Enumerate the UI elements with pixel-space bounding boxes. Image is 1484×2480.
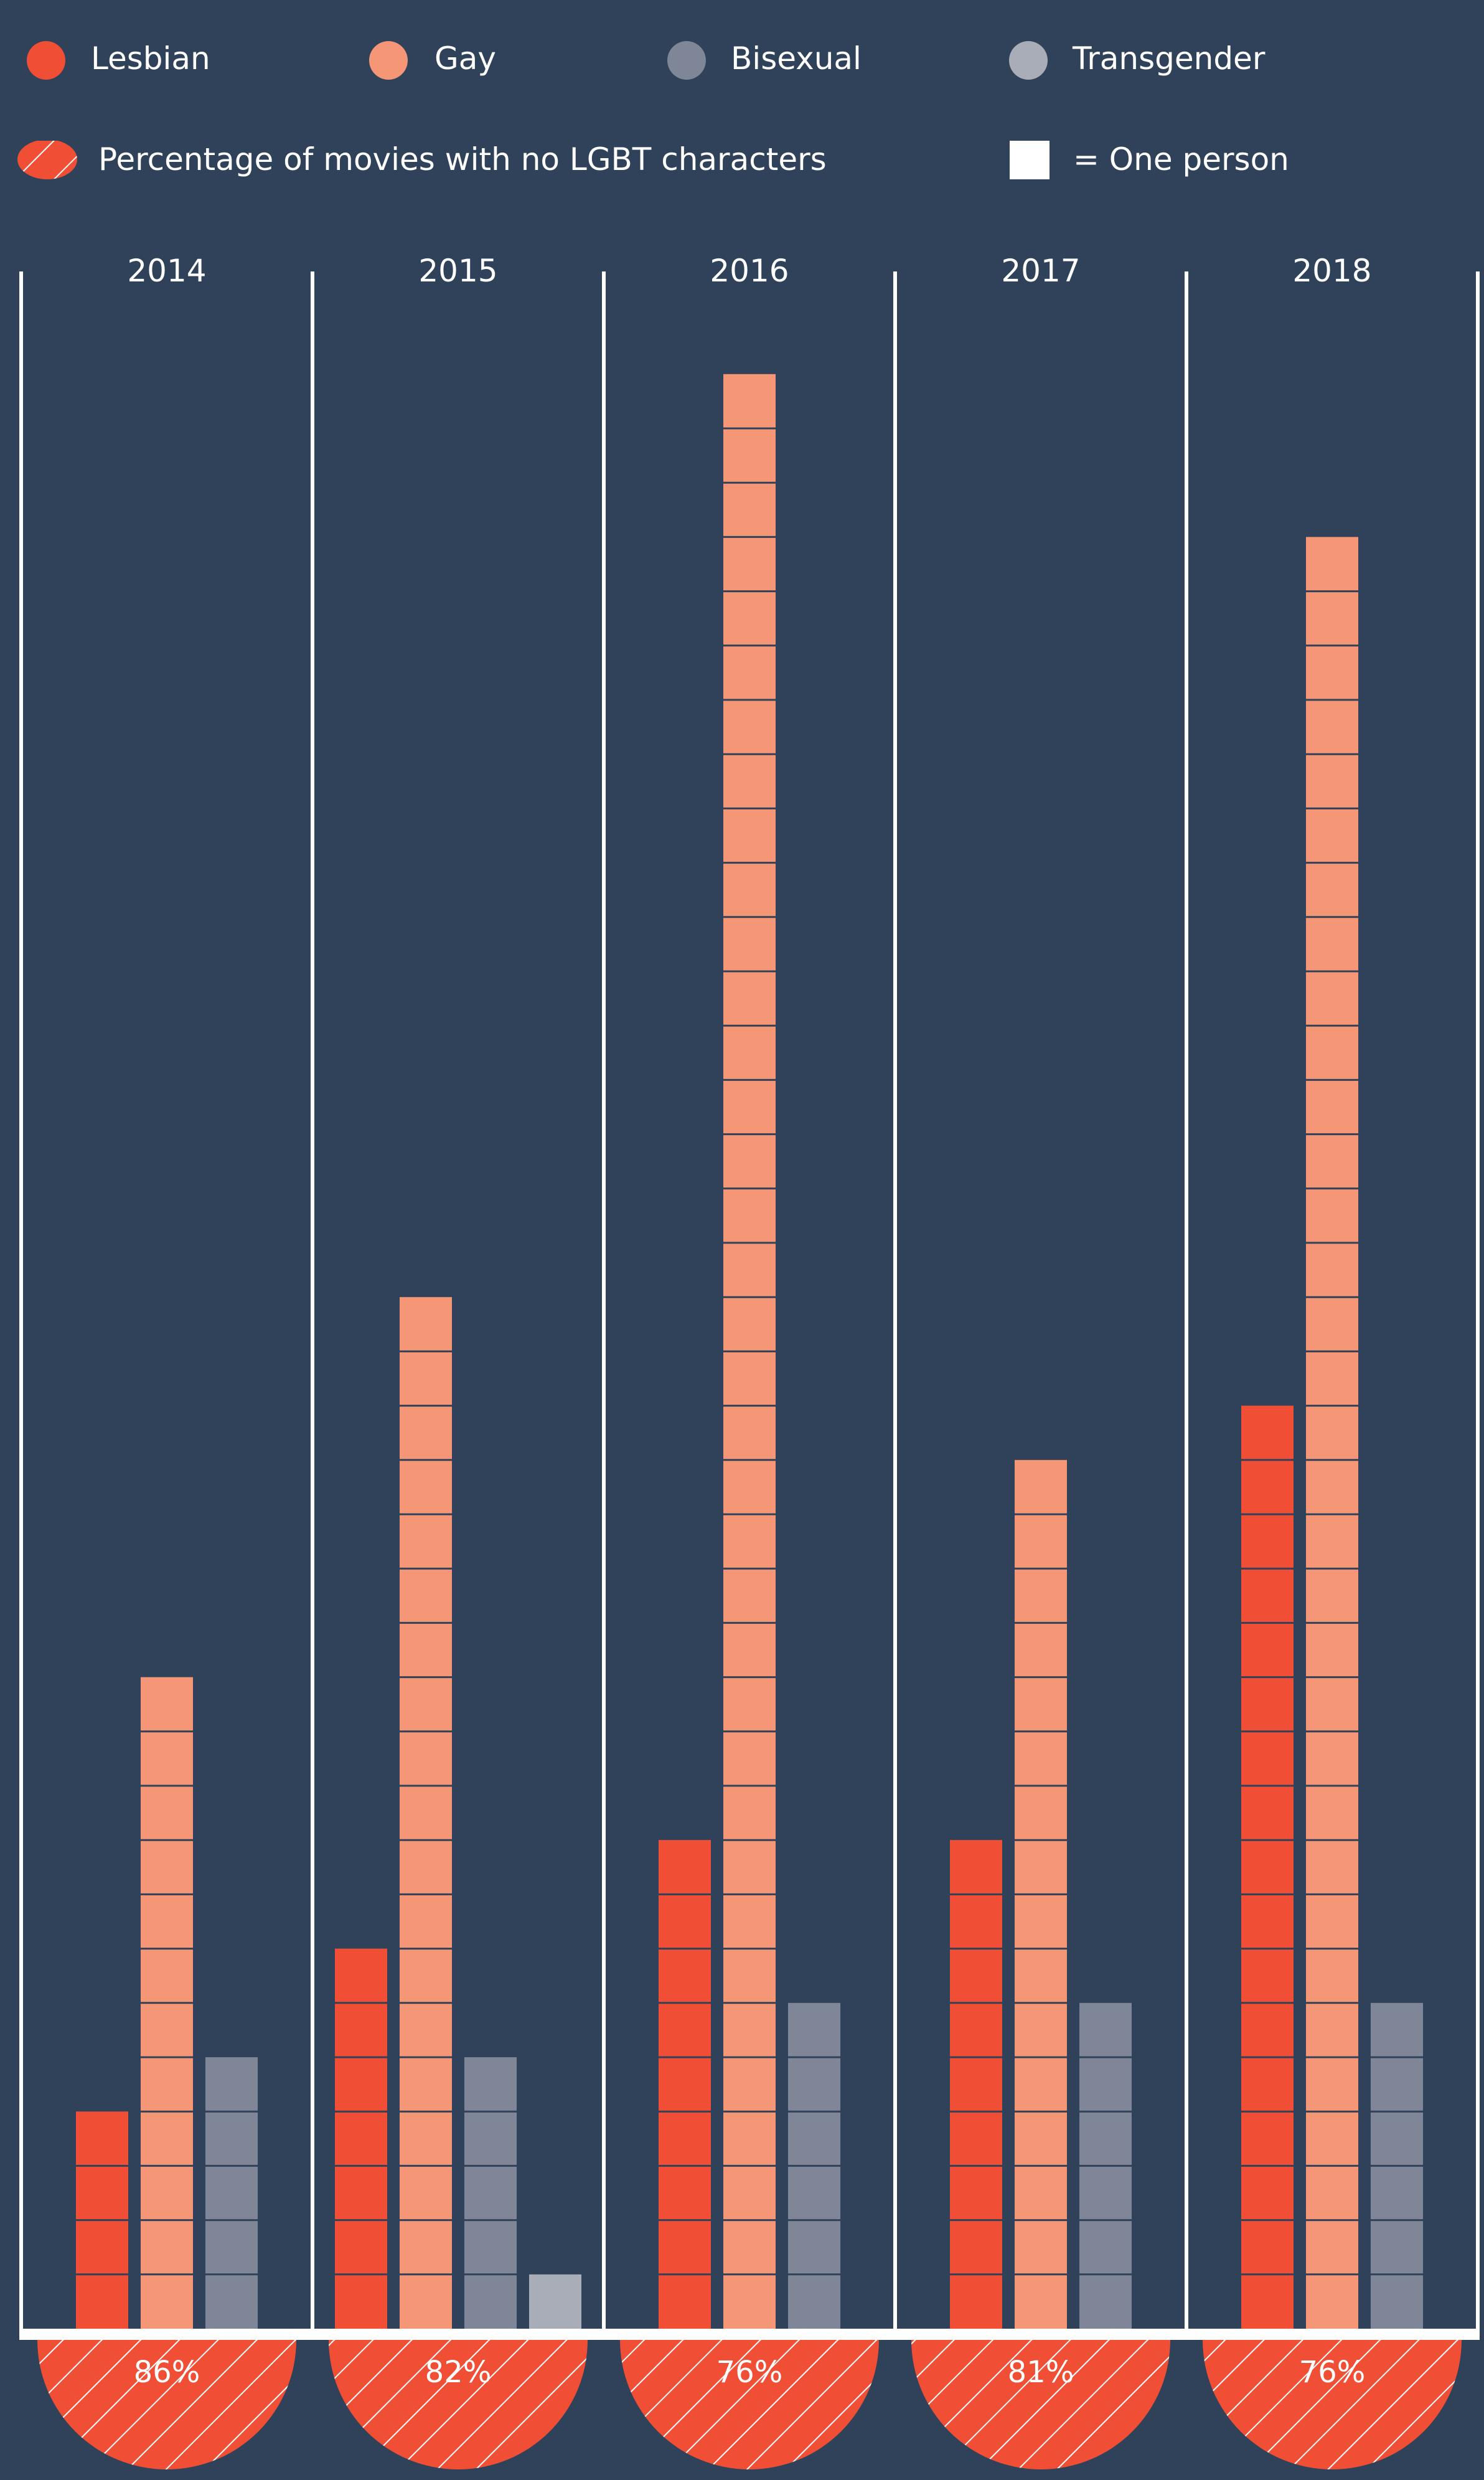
semicircle — [329, 2340, 588, 2469]
no-lgbt-percent: 76% — [716, 2355, 783, 2390]
unit-square-swatch — [1010, 141, 1050, 179]
year-panels: 2014 2015 2016 2017 2018 — [19, 253, 1480, 2329]
no-lgbt-percent: 81% — [1008, 2355, 1074, 2390]
no-lgbt-semicircle-2014: 86% — [37, 2340, 296, 2469]
legend-item-lesbian: Lesbian — [27, 40, 210, 80]
year-label: 2015 — [418, 253, 497, 289]
lesbian-swatch — [27, 41, 65, 80]
semicircle — [1203, 2340, 1462, 2469]
bar — [335, 1948, 387, 2329]
baseline-layer — [19, 2329, 1480, 2340]
no-lgbt-semicircle-2018: 76% — [1203, 2340, 1462, 2469]
no-lgbt-percent: 76% — [1299, 2355, 1366, 2390]
bar-transgender-2015 — [529, 2274, 581, 2329]
semicircle — [37, 2340, 296, 2469]
no-lgbt-semicircles: 86% 82% 76% 81% 76% — [37, 2340, 1462, 2469]
bar — [1241, 1405, 1294, 2329]
bar — [950, 1840, 1002, 2329]
no-lgbt-semicircle-2017: 81% — [911, 2340, 1170, 2469]
bar-bisexual-2016 — [788, 2002, 840, 2329]
bar-bisexual-2015 — [464, 2057, 517, 2329]
legend-label-no-lgbt: Percentage of movies with no LGBT charac… — [98, 141, 827, 177]
bar-gay-2017 — [1015, 1459, 1067, 2329]
legend-item-bisexual: Bisexual — [667, 40, 862, 80]
bar — [529, 2274, 581, 2329]
legend-label-lesbian: Lesbian — [91, 40, 210, 77]
bar — [464, 2057, 517, 2329]
semicircle — [911, 2340, 1170, 2469]
no-lgbt-percent: 82% — [425, 2355, 492, 2390]
legend-label-one-person: = One person — [1073, 141, 1289, 177]
bar — [1306, 537, 1358, 2329]
bar-lesbian-2016 — [659, 1840, 711, 2329]
bar-bisexual-2014 — [205, 2057, 258, 2329]
legend-item-gay: Gay — [369, 40, 496, 80]
legend-item-transgender: Transgender — [1009, 40, 1266, 80]
bar-bisexual-2017 — [1079, 2002, 1132, 2329]
legend-item-no-lgbt: Percentage of movies with no LGBT charac… — [17, 141, 827, 179]
bar-gay-2018 — [1306, 537, 1358, 2329]
year-label: 2017 — [1001, 253, 1080, 289]
legend-label-gay: Gay — [434, 40, 496, 77]
bar-bisexual-2018 — [1371, 2002, 1423, 2329]
semicircle — [620, 2340, 879, 2469]
bar-gay-2016 — [723, 374, 776, 2329]
year-label: 2018 — [1292, 253, 1371, 289]
bars — [76, 374, 1423, 2329]
bar-lesbian-2014 — [76, 2111, 128, 2329]
bisexual-swatch — [667, 41, 706, 80]
year-label: 2016 — [710, 253, 789, 289]
bar-lesbian-2018 — [1241, 1405, 1294, 2329]
bar-gay-2014 — [141, 1677, 193, 2329]
legend: Lesbian Gay Bisexual Transgender Percent… — [17, 40, 1289, 179]
transgender-swatch — [1009, 41, 1048, 80]
no-lgbt-percent: 86% — [134, 2355, 200, 2390]
bar — [659, 1840, 711, 2329]
bar-lesbian-2017 — [950, 1840, 1002, 2329]
legend-label-transgender: Transgender — [1072, 40, 1266, 77]
legend-label-bisexual: Bisexual — [731, 40, 862, 77]
baseline — [19, 2329, 1480, 2340]
bar — [205, 2057, 258, 2329]
year-label: 2014 — [127, 253, 206, 289]
legend-item-one-person: = One person — [1010, 141, 1289, 179]
no-lgbt-semicircle-2015: 82% — [329, 2340, 588, 2469]
bar-lesbian-2015 — [335, 1948, 387, 2329]
hatched-semicircle-swatch — [17, 141, 77, 179]
no-lgbt-semicircle-2016: 76% — [620, 2340, 879, 2469]
bar — [400, 1297, 452, 2329]
bar-gay-2015 — [400, 1297, 452, 2329]
gay-swatch — [369, 41, 408, 80]
